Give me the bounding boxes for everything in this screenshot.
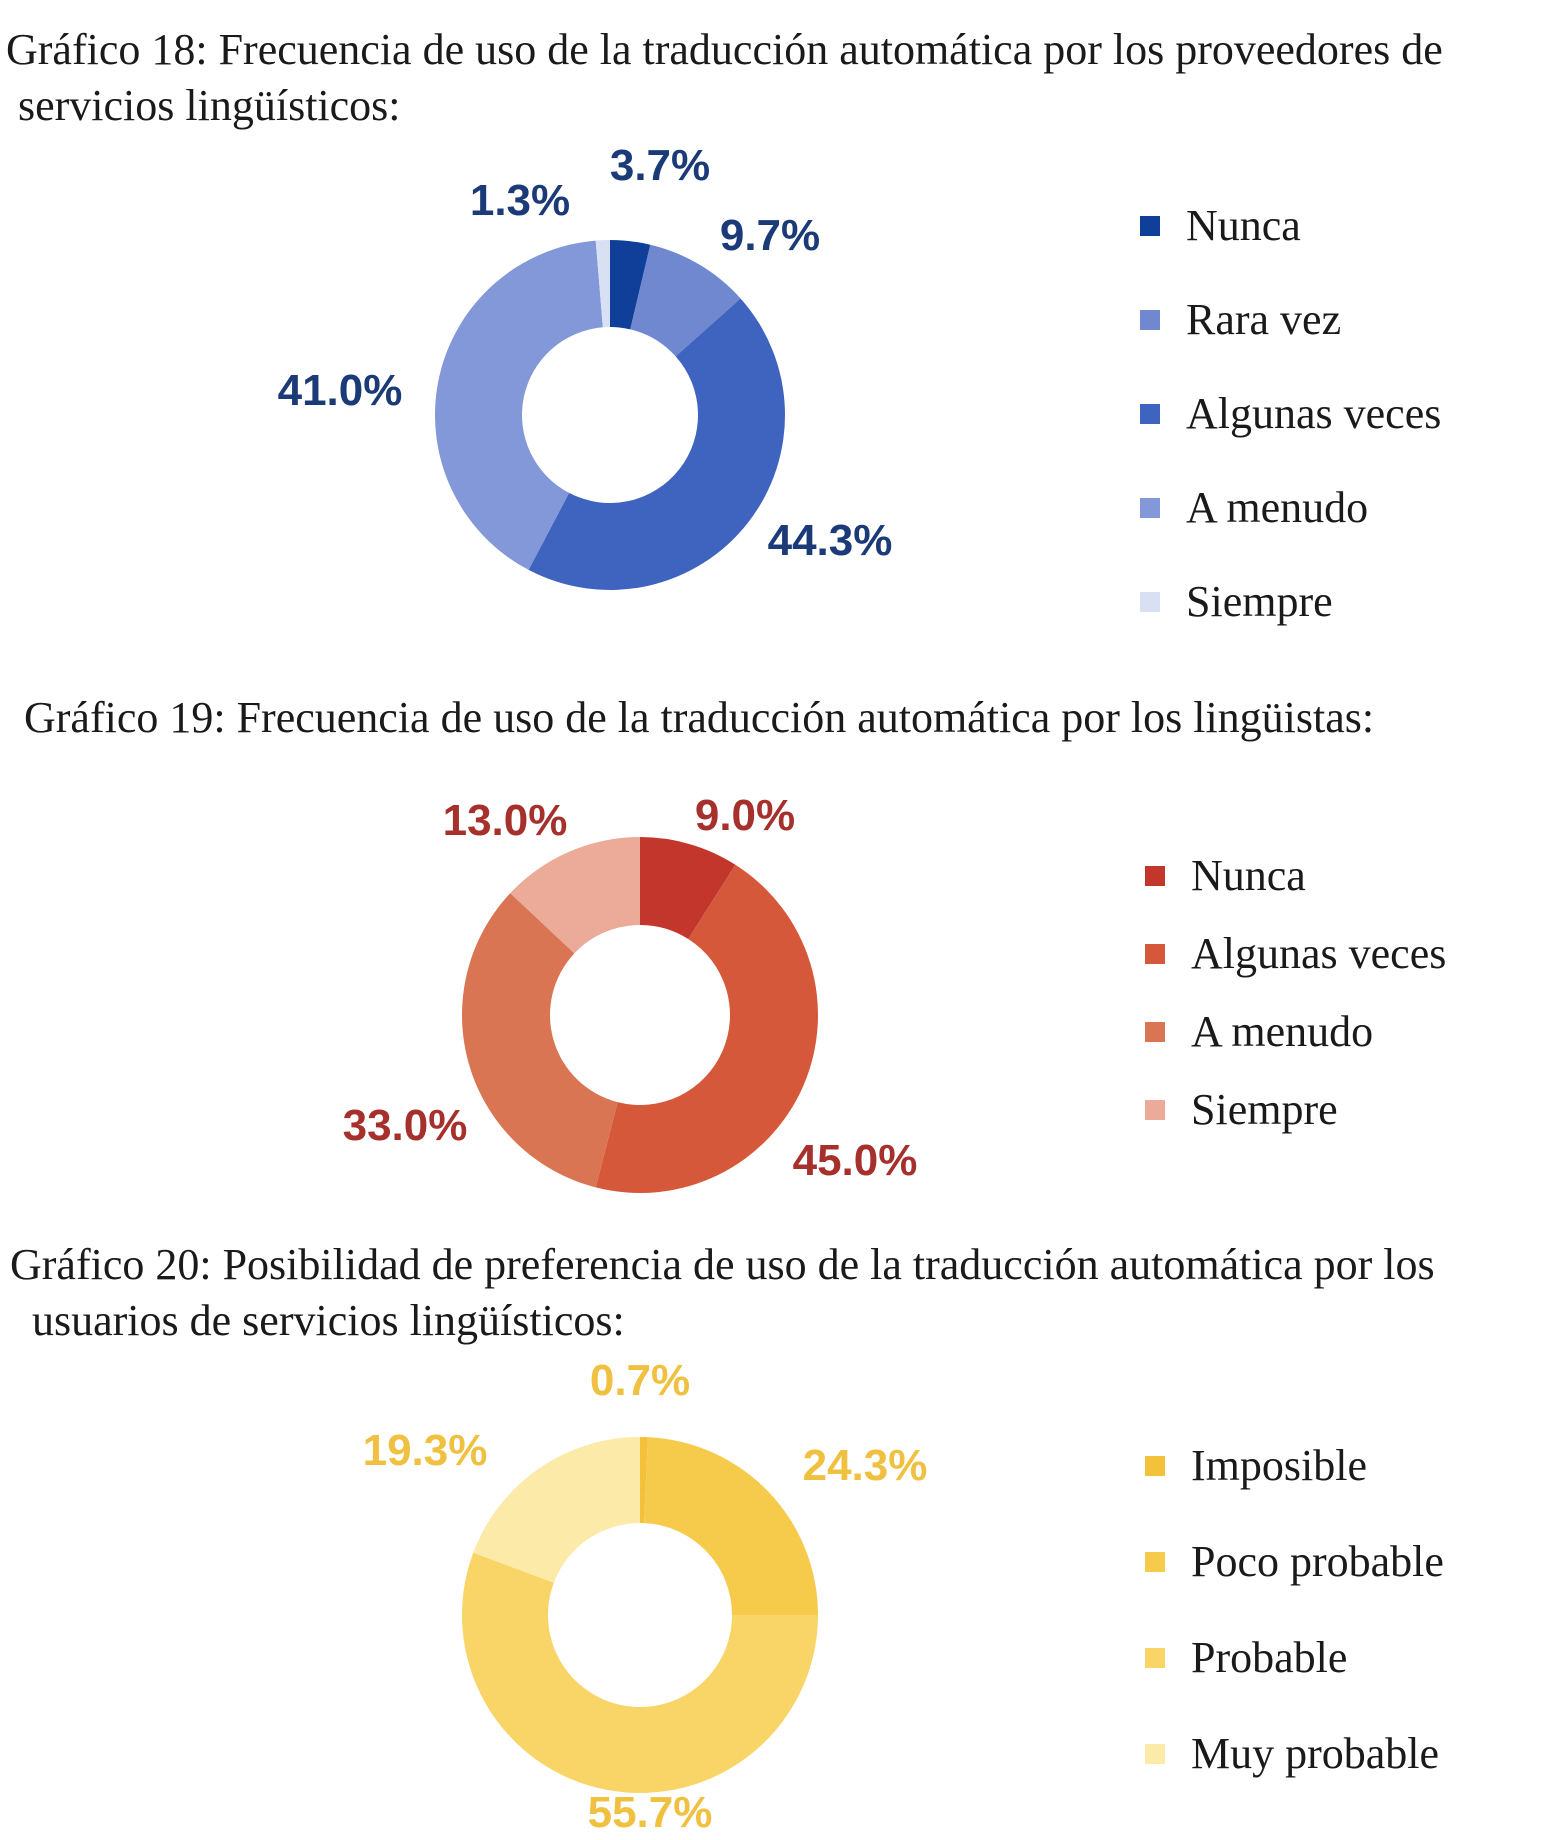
chart-20-legend-label-muy-probable: Muy probable <box>1191 1729 1439 1778</box>
chart-19-title: Gráfico 19: Frecuencia de uso de la trad… <box>24 690 1554 746</box>
chart-20-legend-label-imposible: Imposible <box>1191 1441 1367 1490</box>
chart-18-slice-siempre <box>595 240 610 328</box>
chart-20-legend-swatch-muy-probable <box>1145 1744 1165 1764</box>
chart-18-legend-label-algunas-veces: Algunas veces <box>1186 389 1441 438</box>
chart-20-legend-swatch-probable <box>1145 1648 1165 1668</box>
chart-20-data-label-imposible: 0.7% <box>590 1356 690 1405</box>
chart-18-legend-label-a-menudo: A menudo <box>1186 483 1368 532</box>
chart-18-legend-swatch-nunca <box>1140 216 1160 236</box>
chart-19-slice-siempre <box>510 837 640 954</box>
chart-20-title-line2: usuarios de servicios lingüísticos: <box>32 1296 625 1345</box>
chart-19-legend-label-algunas-veces: Algunas veces <box>1191 929 1446 978</box>
chart-19-legend-label-a-menudo: A menudo <box>1191 1007 1373 1056</box>
chart-19-donut: 9.0% 45.0% 33.0% 13.0% Nunca Algunas veces A m… <box>343 791 1446 1193</box>
chart-19-legend-swatch-algunas-veces <box>1145 944 1165 964</box>
chart-19-data-label-a-menudo: 33.0% <box>343 1101 468 1150</box>
chart-19-slice-a-menudo <box>462 893 618 1188</box>
chart-19-slice-algunas-veces <box>595 864 818 1193</box>
chart-18-data-label-algunas-veces: 44.3% <box>768 516 893 565</box>
chart-19-slice-nunca <box>640 837 736 940</box>
chart-18-data-label-nunca: 3.7% <box>610 141 710 190</box>
chart-20-slice-probable <box>462 1552 818 1793</box>
chart-20-data-label-muy-probable: 19.3% <box>363 1426 488 1475</box>
chart-18-legend-swatch-a-menudo <box>1140 498 1160 518</box>
chart-20-legend-label-probable: Probable <box>1191 1633 1347 1682</box>
chart-19-data-label-nunca: 9.0% <box>695 791 795 840</box>
chart-19-data-label-siempre: 13.0% <box>443 796 568 845</box>
chart-20-legend-label-poco-probable: Poco probable <box>1191 1537 1444 1586</box>
chart-20-title-line1: Gráfico 20: Posibilidad de preferencia d… <box>10 1240 1435 1289</box>
chart-18-donut: 3.7%9.7% 44.3% 41.0% 1.3% Nunca Rara vez Algun… <box>278 141 1442 626</box>
chart-20-title: Gráfico 20: Posibilidad de preferencia d… <box>10 1237 1560 1349</box>
chart-18-data-label-a-menudo: 41.0% <box>278 366 403 415</box>
chart-19-legend-swatch-siempre <box>1145 1100 1165 1120</box>
chart-19-legend-swatch-nunca <box>1145 866 1165 886</box>
chart-18-legend-label-nunca: Nunca <box>1186 201 1301 250</box>
chart-20-legend-swatch-imposible <box>1145 1456 1165 1476</box>
chart-20-legend-swatch-poco-probable <box>1145 1552 1165 1572</box>
chart-19-legend-label-siempre: Siempre <box>1191 1085 1338 1134</box>
chart-20-data-label-poco-probable: 24.3% <box>803 1441 928 1490</box>
chart-19-title-line1: Gráfico 19: Frecuencia de uso de la trad… <box>24 693 1375 742</box>
chart-18-slice-nunca <box>610 240 651 330</box>
chart-18-title-line1: Gráfico 18: Frecuencia de uso de la trad… <box>6 25 1443 74</box>
chart-18-slice-a-menudo <box>435 240 603 570</box>
chart-18-data-label-rara-vez: 9.7% <box>720 211 820 260</box>
chart-18-legend-label-rara-vez: Rara vez <box>1186 295 1341 344</box>
chart-20-slice-imposible <box>640 1437 648 1524</box>
chart-18-legend-swatch-siempre <box>1140 592 1160 612</box>
chart-18-slice-algunas-veces <box>528 298 785 590</box>
chart-20-slice-muy-probable <box>473 1437 640 1583</box>
chart-19-data-label-algunas-veces: 45.0% <box>793 1136 918 1185</box>
chart-18-slice-rara-vez <box>630 244 741 357</box>
chart-20-data-label-probable: 55.7% <box>588 1788 713 1837</box>
chart-18-legend-label-siempre: Siempre <box>1186 577 1333 626</box>
chart-18-data-label-siempre: 1.3% <box>470 176 570 225</box>
chart-18-legend-swatch-rara-vez <box>1140 310 1160 330</box>
chart-18-title: Gráfico 18: Frecuencia de uso de la trad… <box>6 22 1562 134</box>
chart-20-donut: 0.7% 24.3% 55.7% 19.3% Imposible Poco probabl… <box>363 1356 1444 1837</box>
chart-18-title-line2: servicios lingüísticos: <box>18 81 401 130</box>
chart-19-legend-swatch-a-menudo <box>1145 1022 1165 1042</box>
chart-19-legend-label-nunca: Nunca <box>1191 851 1306 900</box>
chart-20-slice-poco-probable <box>644 1437 818 1615</box>
chart-18-legend-swatch-algunas-veces <box>1140 404 1160 424</box>
